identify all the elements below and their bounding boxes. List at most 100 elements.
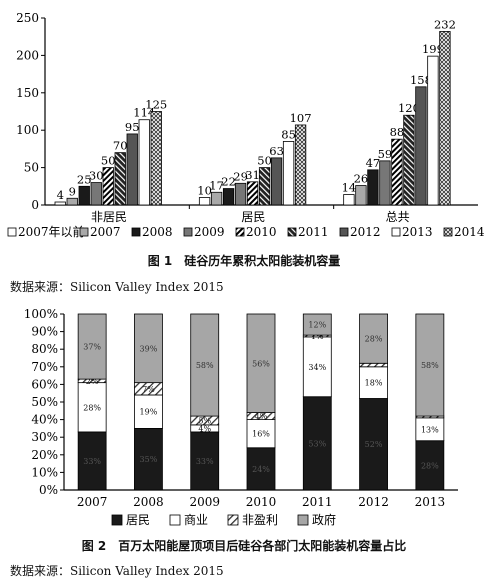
stack-segment bbox=[359, 366, 388, 399]
bar bbox=[126, 133, 138, 206]
y-tick-label: 150 bbox=[16, 86, 39, 100]
bar bbox=[343, 194, 355, 206]
stack-segment bbox=[415, 313, 445, 417]
legend-swatch bbox=[183, 227, 193, 237]
bar-value-label: 10 bbox=[197, 184, 212, 198]
bar bbox=[222, 188, 235, 206]
bar-value-label: 31 bbox=[245, 168, 260, 182]
legend-swatch bbox=[7, 227, 17, 237]
segment-label: 56% bbox=[252, 359, 270, 368]
y-tick-label: 100 bbox=[16, 123, 39, 137]
stack-segment bbox=[302, 313, 332, 336]
bar-value-label: 30 bbox=[89, 169, 104, 183]
bar bbox=[415, 86, 427, 206]
figure-1-source: 数据来源：Silicon Valley Index 2015 bbox=[10, 280, 224, 294]
bar-value-label: 232 bbox=[434, 17, 456, 31]
bar bbox=[258, 167, 271, 206]
bar-value-label: 158 bbox=[410, 73, 432, 87]
x-category-label: 2011 bbox=[302, 495, 333, 509]
legend-label: 2012 bbox=[350, 225, 381, 239]
bar-value-label: 114 bbox=[133, 106, 155, 120]
legend-swatch bbox=[169, 514, 181, 526]
bar-value-label: 9 bbox=[69, 184, 76, 198]
y-tick-label: 40% bbox=[31, 413, 58, 427]
legend-swatch bbox=[79, 227, 89, 237]
legend-label: 2009 bbox=[194, 225, 225, 239]
bar bbox=[427, 55, 439, 206]
legend-label: 2013 bbox=[402, 225, 433, 239]
segment-label: 18% bbox=[365, 379, 383, 388]
bar bbox=[246, 181, 259, 206]
figure-1-bars: 4 925305070951141251017222931506385107142… bbox=[54, 17, 456, 206]
x-category-label: 2012 bbox=[358, 495, 389, 509]
stack-segment bbox=[359, 313, 388, 364]
legend-label: 政府 bbox=[312, 512, 336, 527]
bar-value-label: 107 bbox=[290, 111, 312, 125]
bar bbox=[282, 141, 295, 206]
segment-label: 2% bbox=[86, 377, 99, 386]
segment-label: 1% bbox=[311, 332, 324, 341]
x-category-label: 2008 bbox=[133, 495, 164, 509]
x-category-label: 2007 bbox=[77, 495, 108, 509]
bar-value-label: 50 bbox=[257, 154, 272, 168]
segment-label: 7% bbox=[142, 385, 155, 394]
bar-value-label: 4 bbox=[57, 188, 64, 202]
bar-value-label: 50 bbox=[101, 154, 116, 168]
stack-segment bbox=[134, 394, 163, 429]
bar-value-label: 63 bbox=[269, 144, 284, 158]
segment-label: 35% bbox=[140, 455, 158, 464]
legend-swatch bbox=[339, 227, 349, 237]
bar bbox=[114, 152, 126, 206]
x-category-label: 2013 bbox=[415, 495, 446, 509]
bar-value-label: 59 bbox=[378, 147, 393, 161]
figure-2-source: 数据来源：Silicon Valley Index 2015 bbox=[10, 564, 224, 578]
bar bbox=[210, 191, 223, 206]
segment-label: 58% bbox=[196, 361, 214, 370]
bar-value-label: 47 bbox=[366, 156, 381, 170]
figure-1-legend: 2007年以前 2007 2008 2009 2010 2011 2012 2013 2014 bbox=[7, 224, 485, 239]
bar-value-label: 85 bbox=[281, 127, 296, 141]
figure-2-chart: 0% 10% 20% 30% 40% 50% 60% 70% 80% 90% 100% 2007 200… bbox=[24, 307, 458, 527]
segment-label: 34% bbox=[308, 363, 326, 372]
figure-2-caption: 图 2 百万太阳能屋顶项目后硅谷各部门太阳能装机容量占比 bbox=[81, 539, 407, 553]
bar bbox=[355, 185, 367, 206]
legend-label: 2011 bbox=[298, 225, 329, 239]
bar-value-label: 25 bbox=[77, 172, 92, 186]
y-tick-label: 0% bbox=[39, 483, 58, 497]
legend-swatch bbox=[391, 227, 401, 237]
legend-swatch bbox=[443, 227, 453, 237]
legend-swatch bbox=[297, 514, 309, 526]
legend-label: 2010 bbox=[246, 225, 277, 239]
y-tick-label: 0 bbox=[31, 198, 39, 212]
stack-segment bbox=[77, 431, 107, 491]
bar-value-label: 95 bbox=[125, 120, 140, 134]
bar bbox=[138, 119, 150, 206]
y-tick-label: 90% bbox=[31, 325, 58, 339]
bar-value-label: 88 bbox=[390, 125, 405, 139]
x-category-label: 2010 bbox=[246, 495, 277, 509]
y-tick-label: 200 bbox=[16, 48, 39, 62]
segment-label: 13% bbox=[421, 425, 439, 434]
bar bbox=[150, 111, 162, 206]
y-tick-label: 70% bbox=[31, 360, 58, 374]
stack-segment bbox=[77, 313, 107, 380]
legend-swatch bbox=[131, 227, 141, 237]
bar-value-label: 120 bbox=[398, 101, 420, 115]
bar bbox=[78, 185, 90, 206]
segment-label: 4% bbox=[255, 412, 268, 421]
bar-value-label: 17 bbox=[209, 178, 224, 192]
segment-label: 37% bbox=[83, 343, 101, 352]
y-tick-label: 60% bbox=[31, 377, 58, 391]
segment-label: 33% bbox=[196, 457, 214, 466]
segment-label: 16% bbox=[252, 430, 270, 439]
legend-label: 商业 bbox=[184, 512, 208, 527]
y-tick-label: 80% bbox=[31, 342, 58, 356]
y-tick-label: 100% bbox=[24, 307, 58, 321]
bar-value-label: 70 bbox=[113, 139, 128, 153]
bar bbox=[270, 157, 283, 206]
y-tick-label: 10% bbox=[31, 465, 58, 479]
y-tick-label: 50 bbox=[24, 161, 39, 175]
y-tick-label: 30% bbox=[31, 430, 58, 444]
bar-value-label: 14 bbox=[342, 181, 357, 195]
